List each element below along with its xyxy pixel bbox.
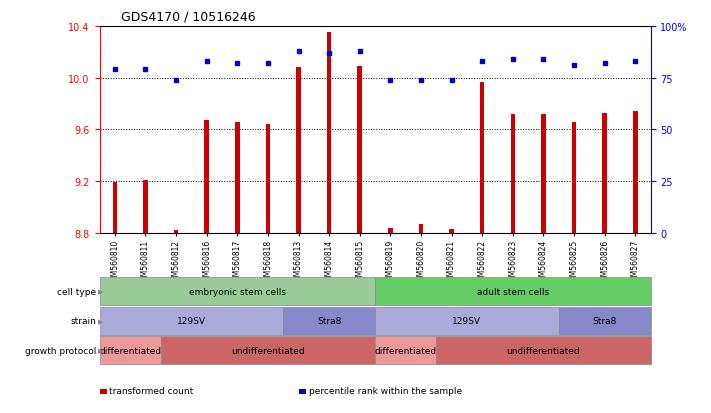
- Text: differentiated: differentiated: [99, 346, 161, 355]
- Bar: [358, 67, 362, 233]
- Text: GDS4170 / 10516246: GDS4170 / 10516246: [121, 10, 255, 23]
- Bar: [173, 231, 178, 233]
- Text: adult stem cells: adult stem cells: [477, 287, 549, 296]
- Text: ▶: ▶: [98, 289, 104, 294]
- Bar: [266, 125, 270, 233]
- Text: undifferentiated: undifferentiated: [231, 346, 305, 355]
- Bar: [572, 122, 577, 233]
- Text: ▶: ▶: [98, 318, 104, 324]
- Bar: [388, 228, 392, 233]
- Bar: [419, 224, 423, 233]
- Text: embryonic stem cells: embryonic stem cells: [189, 287, 286, 296]
- Bar: [541, 114, 546, 233]
- Bar: [633, 112, 638, 233]
- Bar: [480, 82, 484, 233]
- Text: strain: strain: [70, 316, 96, 325]
- Bar: [449, 230, 454, 233]
- Bar: [204, 121, 209, 233]
- Bar: [112, 183, 117, 233]
- Text: Stra8: Stra8: [317, 316, 341, 325]
- Bar: [602, 113, 607, 233]
- Text: cell type: cell type: [57, 287, 96, 296]
- Text: 129SV: 129SV: [177, 316, 206, 325]
- Text: Stra8: Stra8: [592, 316, 617, 325]
- Text: growth protocol: growth protocol: [25, 346, 96, 355]
- Bar: [296, 68, 301, 233]
- Text: 129SV: 129SV: [452, 316, 481, 325]
- Text: percentile rank within the sample: percentile rank within the sample: [309, 386, 461, 395]
- Bar: [510, 114, 515, 233]
- Text: transformed count: transformed count: [109, 386, 193, 395]
- Text: ▶: ▶: [98, 347, 104, 353]
- Bar: [327, 33, 331, 233]
- Bar: [143, 180, 148, 233]
- Text: differentiated: differentiated: [375, 346, 437, 355]
- Text: undifferentiated: undifferentiated: [507, 346, 580, 355]
- Bar: [235, 122, 240, 233]
